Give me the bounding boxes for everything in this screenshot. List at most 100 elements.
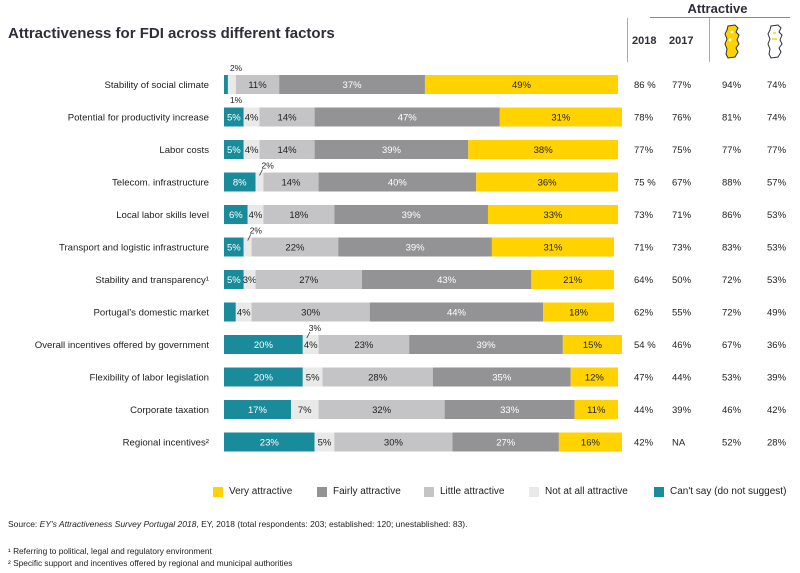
attractive-header: Attractive [687,1,748,16]
value-unestablished: 53% [767,210,787,221]
data-label: 43% [437,275,457,286]
data-label: 35% [492,373,512,384]
data-label: 39% [477,340,497,351]
value-2018: 47% [634,373,654,384]
bar-segment-not-at-all [302,367,323,387]
value-2017: 76% [672,113,692,124]
data-label: 4% [245,113,259,124]
bar-segment-very [487,205,618,224]
data-label: 23% [354,340,374,351]
data-label: 20% [254,373,274,384]
column-header-2017: 2017 [669,35,694,47]
data-label: 11% [587,405,606,416]
source-title: EY's Attractiveness Survey Portugal 2018 [39,519,197,529]
data-label: 18% [289,210,309,221]
value-2017: 55% [672,308,692,319]
value-unestablished: 57% [767,178,787,189]
data-label: 17% [248,405,268,416]
data-label: 33% [500,405,520,416]
value-unestablished: 36% [767,340,787,351]
footnote-2: ² Specific support and incentives offere… [8,558,293,568]
legend-label-very: Very attractive [229,486,293,497]
data-label: 4% [304,340,318,351]
callout-label: 2% [262,161,275,171]
bar-segment-not-at-all [302,335,319,354]
value-established: 72% [722,275,742,286]
data-label: 31% [551,113,571,124]
data-label: 15% [583,340,603,351]
category-label: Stability and transparency¹ [95,275,209,286]
bar-segment-very [543,302,615,322]
data-label: 30% [301,308,321,319]
value-unestablished: 28% [767,438,787,449]
data-label: 38% [534,145,554,156]
category-label: Flexibility of labor legislation [90,373,209,384]
bar-segment-fairly [279,75,425,94]
column-header-2018: 2018 [632,35,657,47]
legend-label-cant-say: Can't say (do not suggest) [670,486,787,497]
data-label: 40% [388,178,408,189]
table-divider [627,18,628,62]
category-label: Overall incentives offered by government [35,340,210,351]
legend-little-attractive: Little attractive [424,486,504,497]
chart-title: Attractiveness for FDI across different … [8,25,335,42]
bar-segment-very [499,107,622,127]
value-2017: 67% [672,178,692,189]
value-established: 46% [722,405,742,416]
callout-label: 2% [230,63,243,73]
data-label: 21% [563,275,583,286]
bar-segment-not-at-all [227,75,236,94]
data-label: 5% [227,113,241,124]
bar-segment-fairly [334,205,488,224]
callout-label: 2% [250,226,263,236]
data-label: 36% [538,178,558,189]
value-established: 67% [722,340,742,351]
category-label: Transport and logistic infrastructure [59,243,209,254]
data-label: 18% [569,308,589,319]
value-2018: 42% [634,438,654,449]
value-established: 86% [722,210,742,221]
category-label: Portugal’s domestic market [93,308,209,319]
value-unestablished: 49% [767,308,787,319]
bar-segment-little [322,367,433,387]
bar-segment-fairly [314,107,500,127]
value-2018: 54 % [634,340,656,351]
value-established: 53% [722,373,742,384]
bar-segment-fairly [314,140,469,159]
bar-segment-not-at-all [243,237,252,257]
value-2018: 75 % [634,178,656,189]
bar-segment-fairly [452,432,559,452]
data-label: 8% [233,178,247,189]
bar-segment-cant-say [224,432,315,452]
legend-cant-say: Can't say (do not suggest) [654,486,786,497]
source-note: Source: EY's Attractiveness Survey Portu… [8,519,468,529]
bar-segment-very [531,270,615,289]
bar-segment-cant-say [224,367,303,387]
value-unestablished: 39% [767,373,787,384]
stacked-bar-chart: Stability of social climate 11% 37% 49% 86 %… [35,63,787,452]
bar-segment-very [468,140,618,159]
data-label: 27% [299,275,319,286]
legend-label-not-at-all: Not at all attractive [545,486,628,497]
data-label: 47% [398,113,418,124]
data-label: 5% [318,438,332,449]
source-details: , EY, 2018 (total respondents: 203; esta… [196,519,468,529]
bar-segment-not-at-all [243,107,260,127]
portugal-map-filled-icon [724,24,740,59]
bar-segment-cant-say [224,107,244,127]
value-2018: 62% [634,308,654,319]
data-label: 23% [260,438,280,449]
data-label: 39% [382,145,402,156]
bar-segment-little [334,432,453,452]
category-label: Corporate taxation [130,405,209,416]
data-label: 37% [343,80,363,91]
bar-segment-cant-say [224,140,244,159]
value-2017: 46% [672,340,692,351]
value-established: 81% [722,113,742,124]
value-2018: 77% [634,145,654,156]
value-established: 77% [722,145,742,156]
value-2018: 78% [634,113,654,124]
data-label: 4% [249,210,263,221]
attractive-header-underline [650,17,790,18]
footnote-1: ¹ Referring to political, legal and regu… [8,546,212,556]
